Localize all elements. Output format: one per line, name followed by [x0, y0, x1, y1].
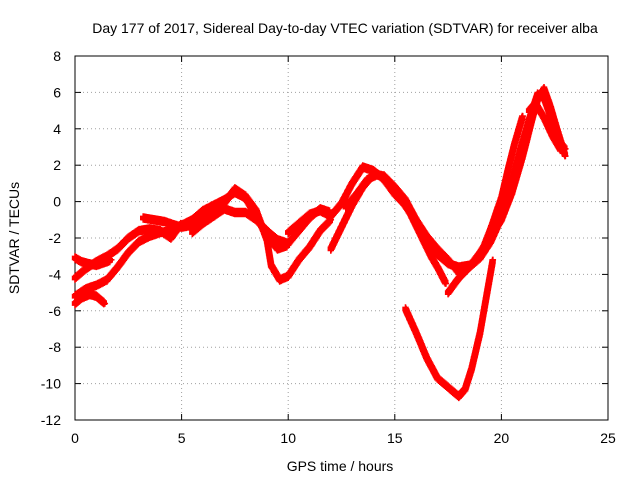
y-tick-label: 2 [53, 157, 61, 173]
data-point-markers [342, 169, 450, 287]
data-point-markers [71, 253, 115, 271]
data-point-markers [525, 98, 565, 155]
y-tick-label: 0 [53, 194, 61, 210]
data-point-markers [71, 289, 109, 309]
y-tick-label: -2 [49, 230, 62, 246]
y-tick-label: 6 [53, 84, 61, 100]
y-tick-label: 4 [53, 121, 61, 137]
data-point-markers [402, 256, 497, 402]
x-tick-label: 25 [600, 430, 616, 446]
series-track-c [71, 253, 115, 271]
y-tick-label: -12 [41, 412, 61, 428]
series-track-j [402, 256, 497, 402]
x-axis-label: GPS time / hours [287, 458, 394, 474]
y-tick-label: 8 [53, 48, 61, 64]
chart-title: Day 177 of 2017, Sidereal Day-to-day VTE… [92, 20, 598, 36]
series-track-n [525, 98, 565, 155]
y-tick-label: -4 [49, 266, 62, 282]
axis-ticks: 0 5 10 15 20 25 -12 -10 -8 -6 -4 -2 0 2 4 6 8 [41, 48, 616, 446]
x-tick-label: 10 [280, 430, 296, 446]
series-track-i [342, 169, 450, 287]
x-tick-label: 0 [71, 430, 79, 446]
data-points [71, 84, 569, 402]
x-tick-label: 5 [178, 430, 186, 446]
y-tick-label: -10 [41, 376, 61, 392]
x-tick-label: 15 [387, 430, 403, 446]
x-tick-label: 20 [494, 430, 510, 446]
series-track-d [71, 289, 109, 309]
y-tick-label: -6 [49, 303, 62, 319]
y-tick-label: -8 [49, 339, 62, 355]
y-axis-label: SDTVAR / TECUs [6, 182, 22, 294]
grid [75, 56, 608, 420]
